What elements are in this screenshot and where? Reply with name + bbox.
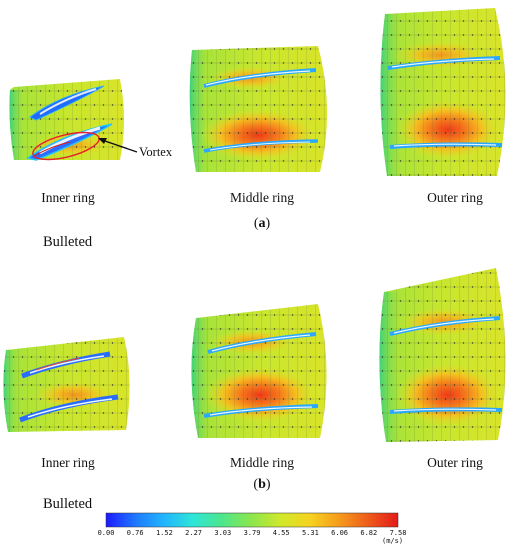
panel-label-a: (a) <box>253 216 271 231</box>
bulleted-label-a: Bulleted <box>43 234 93 250</box>
colorbar-tick-label: 7.58 <box>389 529 407 537</box>
label-inner-ring-b: Inner ring <box>41 455 95 470</box>
panel-label-b: (b) <box>253 477 271 492</box>
colorbar-tick-label: 3.79 <box>243 529 261 537</box>
colorbar-tick-label: 4.55 <box>272 529 290 537</box>
colorbar-tick-label: 0.00 <box>97 529 115 537</box>
colorbar-gradient <box>105 512 399 528</box>
colorbar-tick-label: 2.27 <box>185 529 203 537</box>
colorbar-tick-label: 6.82 <box>360 529 378 537</box>
label-middle-ring-a: Middle ring <box>229 190 295 205</box>
inner-ring-a-plot <box>9 79 124 161</box>
vortex-arrowhead-icon <box>98 138 107 144</box>
label-outer-ring-b: Outer ring <box>427 455 483 470</box>
vortex-annotation: Vortex <box>139 145 173 159</box>
inner-ring-b-plot <box>3 337 130 432</box>
middle-ring-a-plot <box>189 46 328 172</box>
colorbar-tick-label: 1.52 <box>155 529 173 537</box>
colorbar-tick-label: 5.31 <box>301 529 319 537</box>
colorbar-tick-label: 0.76 <box>126 529 144 537</box>
label-inner-ring-a: Inner ring <box>41 190 95 205</box>
colorbar-tick-label: 3.03 <box>214 529 232 537</box>
colorbar-tick-label: 6.06 <box>331 529 349 537</box>
label-outer-ring-a: Outer ring <box>427 190 483 205</box>
colorbar-unit: (m/s) <box>382 537 404 545</box>
middle-ring-b-plot <box>191 304 327 438</box>
bulleted-label-b: Bulleted <box>43 496 93 512</box>
outer-ring-a-plot <box>380 8 506 176</box>
outer-ring-b-plot <box>379 268 506 442</box>
label-middle-ring-b: Middle ring <box>229 455 295 470</box>
vortex-arrow-line <box>101 139 138 153</box>
